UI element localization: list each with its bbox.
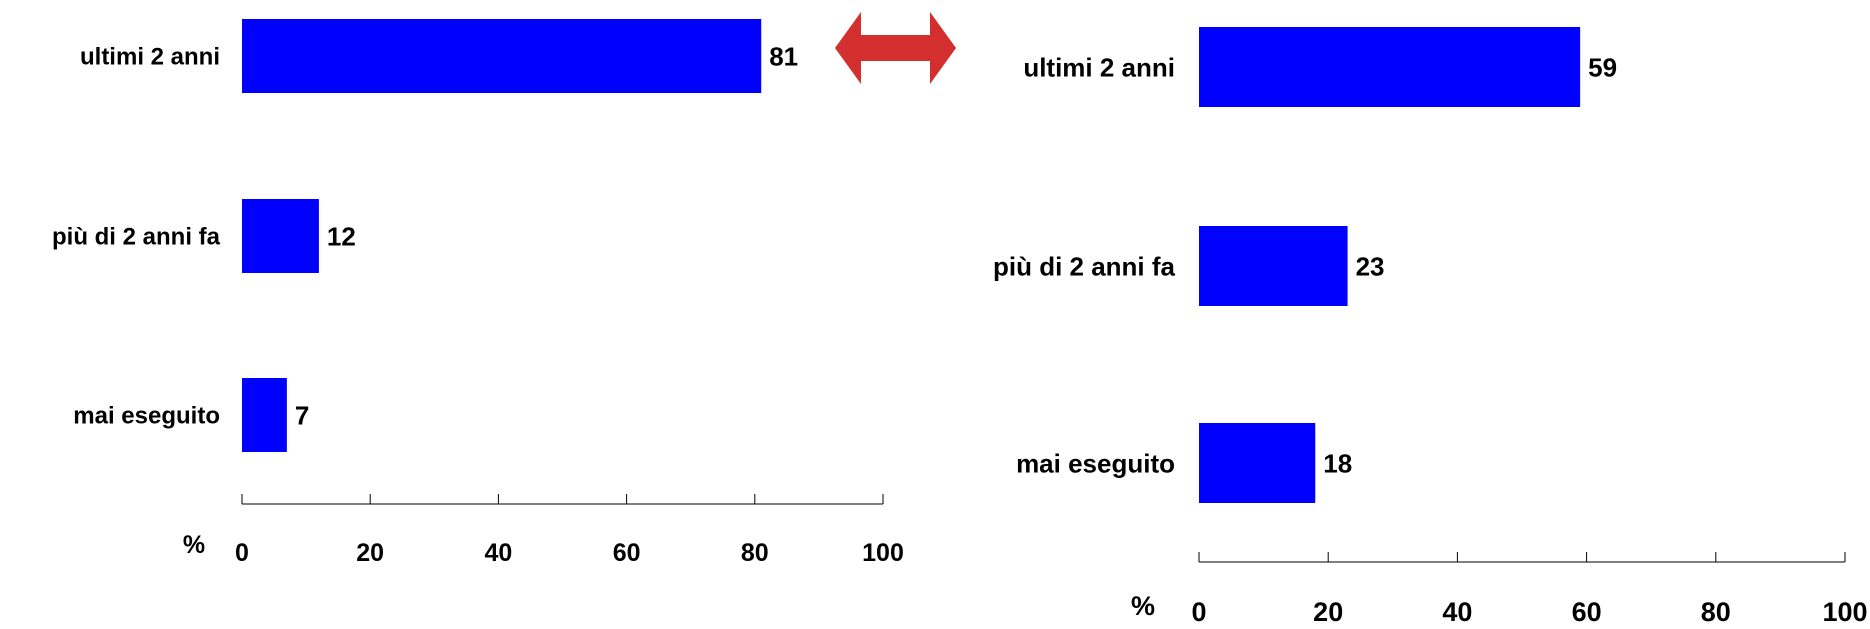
value-label: 59 (1588, 52, 1617, 82)
bar (1199, 226, 1348, 306)
x-axis-label: % (1131, 591, 1155, 621)
bar (1199, 27, 1581, 107)
x-axis-label: % (183, 531, 205, 559)
bar (242, 199, 319, 273)
tick-label: 60 (613, 539, 641, 567)
value-label: 18 (1323, 448, 1352, 478)
chart-left: ultimi 2 anni 81 più di 2 anni fa 12 mai ese… (52, 19, 904, 567)
value-label: 81 (769, 41, 798, 71)
tick-label: 80 (1701, 597, 1731, 627)
tick-label: 0 (235, 539, 249, 567)
category-label: ultimi 2 anni (80, 44, 220, 71)
tick-label: 60 (1572, 597, 1602, 627)
bar (1199, 423, 1316, 503)
tick-label: 40 (484, 539, 512, 567)
tick-label: 100 (862, 539, 904, 567)
value-label: 23 (1356, 251, 1385, 281)
value-label: 12 (327, 221, 356, 251)
chart-right: ultimi 2 anni 59 più di 2 anni fa 23 mai ese… (993, 27, 1868, 627)
category-label: più di 2 anni fa (52, 224, 221, 251)
tick-label: 20 (356, 539, 384, 567)
category-label: mai eseguito (1016, 448, 1175, 478)
bar (242, 19, 762, 93)
tick-label: 0 (1191, 597, 1206, 627)
category-label: ultimi 2 anni (1023, 52, 1175, 82)
tick-label: 40 (1442, 597, 1472, 627)
tick-label: 100 (1822, 597, 1867, 627)
double-arrow-icon (835, 12, 956, 84)
bar (242, 378, 287, 452)
value-label: 7 (295, 400, 309, 430)
tick-label: 20 (1313, 597, 1343, 627)
category-label: più di 2 anni fa (993, 251, 1176, 281)
category-label: mai eseguito (73, 403, 220, 430)
tick-label: 80 (741, 539, 769, 567)
